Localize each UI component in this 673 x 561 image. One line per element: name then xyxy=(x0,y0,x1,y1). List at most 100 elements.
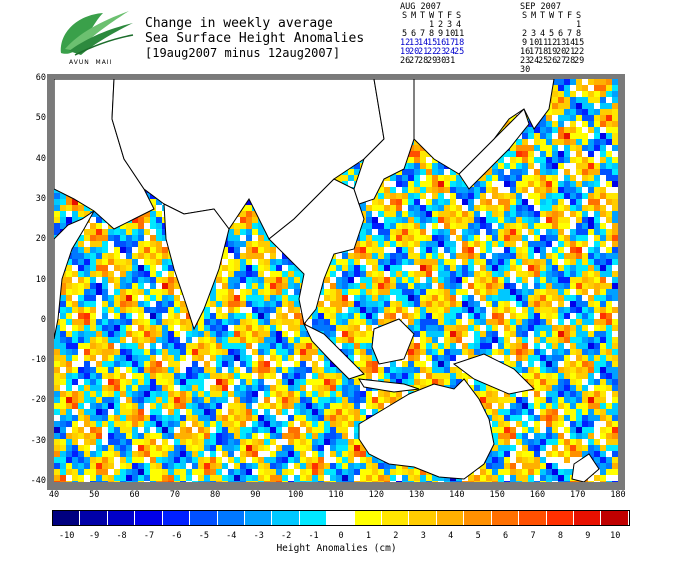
anomaly-cell xyxy=(234,259,240,265)
anomaly-cell xyxy=(552,97,558,103)
anomaly-cell xyxy=(474,379,480,385)
anomaly-cell xyxy=(582,139,588,145)
anomaly-cell xyxy=(522,205,528,211)
anomaly-cell xyxy=(582,349,588,355)
anomaly-cell xyxy=(474,301,480,307)
anomaly-cell xyxy=(366,283,372,289)
anomaly-cell xyxy=(594,301,600,307)
anomaly-cell xyxy=(576,367,582,373)
anomaly-cell xyxy=(114,427,120,433)
anomaly-cell xyxy=(312,409,318,415)
anomaly-cell xyxy=(264,283,270,289)
anomaly-cell xyxy=(300,361,306,367)
anomaly-cell xyxy=(516,199,522,205)
anomaly-cell xyxy=(426,175,432,181)
anomaly-cell xyxy=(348,337,354,343)
anomaly-cell xyxy=(360,313,366,319)
anomaly-cell xyxy=(468,271,474,277)
anomaly-cell xyxy=(486,217,492,223)
anomaly-cell xyxy=(138,355,144,361)
anomaly-cell xyxy=(582,337,588,343)
anomaly-cell xyxy=(402,277,408,283)
anomaly-cell xyxy=(582,241,588,247)
anomaly-cell xyxy=(300,409,306,415)
anomaly-cell xyxy=(108,277,114,283)
anomaly-cell xyxy=(270,259,276,265)
anomaly-cell xyxy=(414,319,420,325)
anomaly-cell xyxy=(342,325,348,331)
anomaly-cell xyxy=(438,307,444,313)
anomaly-cell xyxy=(576,151,582,157)
anomaly-cell xyxy=(552,265,558,271)
anomaly-cell xyxy=(474,385,480,391)
anomaly-cell xyxy=(234,283,240,289)
anomaly-cell xyxy=(576,187,582,193)
anomaly-cell xyxy=(408,181,414,187)
anomaly-cell xyxy=(576,295,582,301)
anomaly-cell xyxy=(420,235,426,241)
anomaly-cell xyxy=(582,385,588,391)
anomaly-cell xyxy=(564,289,570,295)
anomaly-cell xyxy=(588,97,594,103)
anomaly-cell xyxy=(498,223,504,229)
anomaly-cell xyxy=(582,289,588,295)
anomaly-cell xyxy=(90,271,96,277)
anomaly-cell xyxy=(372,253,378,259)
calendar-day: 1 xyxy=(575,20,582,30)
anomaly-cell xyxy=(246,265,252,271)
anomaly-cell xyxy=(606,313,612,319)
anomaly-cell xyxy=(462,241,468,247)
anomaly-cell xyxy=(612,91,618,97)
anomaly-cell xyxy=(540,379,546,385)
anomaly-cell xyxy=(96,325,102,331)
anomaly-cell xyxy=(414,313,420,319)
anomaly-cell xyxy=(558,313,564,319)
anomaly-cell xyxy=(222,415,228,421)
anomaly-cell xyxy=(570,187,576,193)
anomaly-cell xyxy=(480,259,486,265)
anomaly-cell xyxy=(162,259,168,265)
anomaly-cell xyxy=(600,97,606,103)
anomaly-cell xyxy=(186,403,192,409)
anomaly-cell xyxy=(534,271,540,277)
anomaly-cell xyxy=(582,121,588,127)
anomaly-cell xyxy=(372,241,378,247)
anomaly-cell xyxy=(288,277,294,283)
anomaly-cell xyxy=(318,397,324,403)
anomaly-cell xyxy=(534,235,540,241)
anomaly-cell xyxy=(444,301,450,307)
anomaly-cell xyxy=(534,229,540,235)
anomaly-cell xyxy=(138,361,144,367)
anomaly-cell xyxy=(558,253,564,259)
anomaly-cell xyxy=(240,325,246,331)
anomaly-cell xyxy=(564,79,570,85)
anomaly-cell xyxy=(606,229,612,235)
anomaly-cell xyxy=(384,193,390,199)
anomaly-cell xyxy=(612,253,618,259)
anomaly-cell xyxy=(600,241,606,247)
anomaly-cell xyxy=(390,253,396,259)
anomaly-cell xyxy=(222,253,228,259)
anomaly-cell xyxy=(408,223,414,229)
anomaly-cell xyxy=(594,199,600,205)
anomaly-cell xyxy=(306,343,312,349)
anomaly-cell xyxy=(522,133,528,139)
anomaly-cell xyxy=(606,265,612,271)
anomaly-cell xyxy=(396,379,402,385)
anomaly-cell xyxy=(324,295,330,301)
anomaly-cell xyxy=(300,343,306,349)
anomaly-cell xyxy=(372,217,378,223)
anomaly-cell xyxy=(192,349,198,355)
anomaly-cell xyxy=(192,397,198,403)
anomaly-cell xyxy=(408,319,414,325)
anomaly-cell xyxy=(546,367,552,373)
anomaly-cell xyxy=(174,415,180,421)
anomaly-cell xyxy=(408,355,414,361)
anomaly-cell xyxy=(552,271,558,277)
anomaly-cell xyxy=(558,295,564,301)
anomaly-cell xyxy=(330,403,336,409)
anomaly-cell xyxy=(546,259,552,265)
anomaly-cell xyxy=(252,325,258,331)
anomaly-cell xyxy=(114,229,120,235)
anomaly-cell xyxy=(324,307,330,313)
